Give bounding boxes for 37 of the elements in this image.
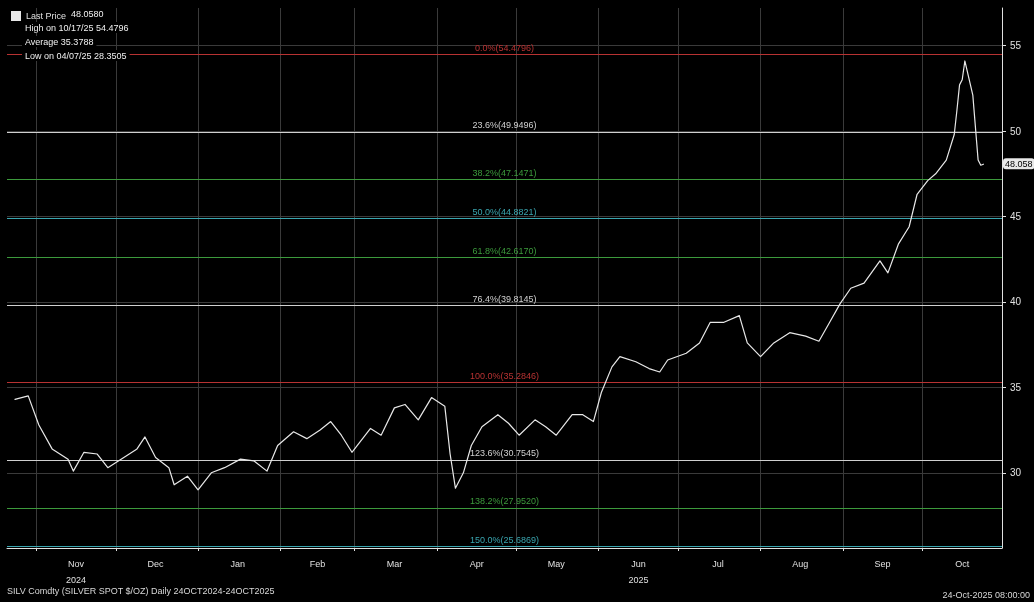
x-tick-label: Mar (386, 559, 403, 569)
x-tick-label: Sep (874, 559, 891, 569)
line-series (14, 60, 985, 491)
x-tick-label: Jun 2025 (628, 559, 649, 585)
annotation: 48.058 (1005, 158, 1033, 169)
x-tick-label: Jul (712, 559, 724, 569)
ref-line-label: 76.4%(39.8145) (472, 293, 537, 304)
y-tick-label: 45 (1010, 210, 1022, 222)
ref-line-label: 23.6%(49.9496) (472, 120, 537, 131)
y-tick-label: 35 (1010, 381, 1022, 393)
x-tick-label: Nov 2024 (65, 559, 86, 585)
x-tick-label: Apr (469, 559, 484, 569)
text: 24-Oct-2025 08:00:00 (942, 589, 1030, 600)
annotation: Average 35.3788 (25, 36, 94, 47)
annotation: Low on 04/07/25 28.3505 (25, 50, 127, 61)
x-tick-label: Aug (792, 559, 809, 569)
y-tick-label: 50 (1010, 125, 1022, 137)
annotation: 48.0580 (71, 8, 104, 19)
y-tick-label: 40 (1010, 296, 1022, 308)
ref-line-label: 138.2%(27.9520) (469, 496, 540, 507)
text: SILV Comdty (SILVER SPOT $/OZ) Daily 24OCT2024-24OCT2025 (7, 585, 275, 596)
ref-line-label: 0.0%(54.4796) (474, 42, 535, 53)
ref-line-label: 150.0%(25.6869) (469, 534, 540, 545)
x-tick-label: May (547, 559, 566, 569)
x-tick-label: Feb (309, 559, 326, 569)
ref-line-label: 123.6%(30.7545) (469, 448, 540, 459)
ref-line-label: 50.0%(44.8821) (472, 207, 537, 218)
ref-line-label: 38.2%(47.1471) (472, 168, 537, 179)
legend-label: Last Price (26, 11, 67, 21)
x-tick-label: Jan (230, 559, 246, 569)
ref-line-label: 61.8%(42.6170) (472, 245, 537, 256)
x-tick-label: Dec (147, 559, 165, 569)
y-tick-label: 30 (1010, 467, 1022, 479)
ref-line-label: 100.0%(35.2846) (469, 371, 540, 382)
annotation: High on 10/17/25 54.4796 (25, 22, 129, 33)
x-tick-label: Oct (955, 559, 970, 569)
y-tick-label: 55 (1010, 40, 1022, 52)
